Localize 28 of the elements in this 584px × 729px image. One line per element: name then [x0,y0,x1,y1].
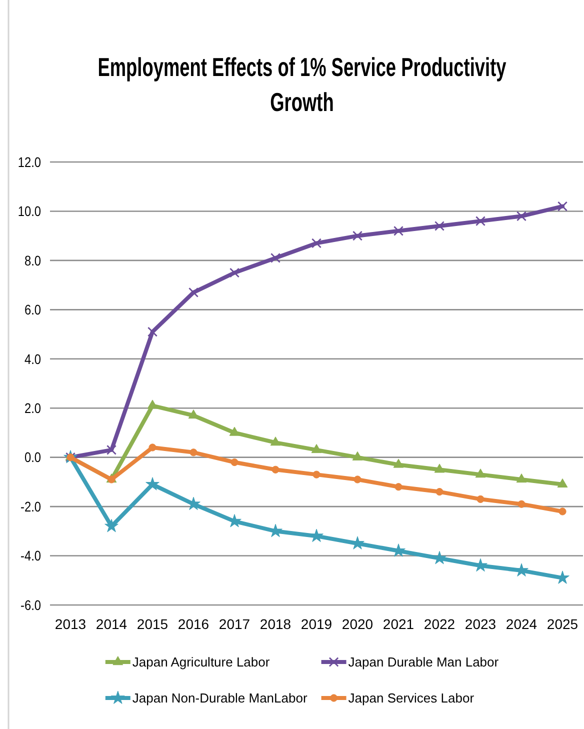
x-tick-label: 2023 [464,616,496,632]
y-tick-label: 8.0 [24,252,41,269]
y-tick-label: 2.0 [24,400,41,416]
y-tick-label: 12.0 [18,154,41,170]
x-tick-label: 2016 [178,616,210,632]
y-tick-label: 4.0 [24,350,41,368]
y-tick-label: -6.0 [20,596,41,614]
legend-label: Japan Non-Durable ManLabor [132,690,308,706]
y-tick-label: 10.0 [18,203,41,220]
chart-title: Employment Effects of 1% Service Productivity Growth [98,52,507,117]
x-tick-label: 2022 [424,616,456,632]
x-tick-label: 2015 [136,616,168,632]
x-tick-label: 2014 [96,616,128,632]
legend-label: Japan Durable Man Labor [348,654,500,670]
y-tick-label: 6.0 [24,302,41,318]
y-tick-label: -2.0 [20,498,41,515]
legend-label: Japan Agriculture Labor [132,654,270,670]
x-tick-label: 2019 [300,616,332,632]
x-tick-label: 2018 [260,616,292,632]
x-tick-label: 2017 [218,616,250,632]
x-tick-label: 2021 [382,616,414,632]
legend-label: Japan Services Labor [348,690,475,706]
y-tick-label: -4.0 [20,548,41,564]
y-tick-label: 0.0 [24,449,41,466]
x-tick-label: 2025 [546,616,578,632]
x-tick-label: 2013 [54,616,86,632]
x-tick-label: 2024 [506,616,538,632]
x-tick-label: 2020 [342,616,374,632]
